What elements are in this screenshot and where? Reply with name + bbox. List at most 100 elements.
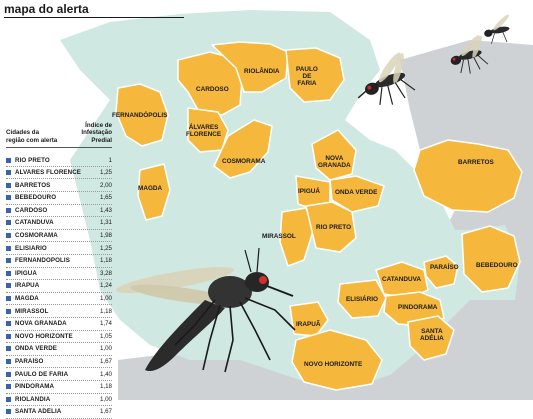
legend-square-icon <box>6 359 11 365</box>
legend-square-icon <box>6 220 11 226</box>
legend-column-index: Índice de Infestação Predial <box>81 122 112 144</box>
map-city-elisiario <box>337 279 387 319</box>
legend-square-icon <box>6 245 11 251</box>
legend-index-value: 1,31 <box>99 219 112 227</box>
legend-square-icon <box>6 258 11 264</box>
legend-city-name: RIO PRETO <box>15 156 50 164</box>
city-label-cardoso: CARDOSO <box>196 86 229 93</box>
legend-rows: RIO PRETO 1 ÁLVARES FLORENCE 1,25 BARRETOS 2,… <box>6 154 112 419</box>
legend-square-icon <box>6 170 11 176</box>
legend-city-name: IRAPUÃ <box>15 282 40 290</box>
legend-index-value: 3,28 <box>99 269 112 277</box>
region-map <box>60 10 533 400</box>
legend-index-value: 1,25 <box>99 244 112 252</box>
legend-city-name: PINDORAMA <box>15 383 55 391</box>
legend-square-icon <box>6 195 11 201</box>
city-label-line: SANTA <box>421 328 443 335</box>
legend-row: PAULO DE FARIA 1,40 <box>6 368 112 381</box>
city-label-barretos: BARRETOS <box>458 159 494 166</box>
legend-index-value: 1,18 <box>99 257 112 265</box>
map-city-cardoso <box>177 51 243 116</box>
city-label-elisiario: ELISIÁRIO <box>346 296 378 303</box>
city-label-line: NOVA <box>325 155 344 162</box>
legend-city-name: CARDOSO <box>15 206 48 214</box>
city-label-line: ADÉLIA <box>420 335 444 343</box>
map-city-magda <box>137 163 171 221</box>
mosquito-icon <box>450 35 489 74</box>
legend-row: CATANDUVA 1,31 <box>6 217 112 230</box>
map-city-bebedouro <box>461 225 521 293</box>
mosquito-icon <box>115 247 296 373</box>
legend-row: SANTA ADÉLIA 1,67 <box>6 406 112 419</box>
legend-city-name: NOVO HORIZONTE <box>15 332 73 340</box>
city-label-rio-preto: RIO PRETO <box>316 224 352 231</box>
legend-row: ÁLVARES FLORENCE 1,25 <box>6 167 112 180</box>
city-label-line: FARIA <box>297 80 317 88</box>
legend-index-value: 1,40 <box>99 370 112 378</box>
legend-index-value: 1,00 <box>99 395 112 403</box>
legend-index-value: 1,25 <box>99 169 112 177</box>
legend-row: PARAÍSO 1,67 <box>6 356 112 369</box>
legend-row: CARDOSO 1,43 <box>6 205 112 218</box>
legend-index-value: 1,05 <box>99 332 112 340</box>
legend-index-value: 1,18 <box>99 383 112 391</box>
legend-index-value: 1,65 <box>99 194 112 202</box>
map-city-paulo-de-faria <box>285 47 345 103</box>
city-label-line: DE <box>302 73 312 81</box>
map-city-fernandopolis <box>115 83 169 147</box>
map-city-santa-adelia <box>407 315 455 361</box>
legend-square-icon <box>6 409 11 415</box>
legend-square-icon <box>6 321 11 327</box>
city-label-magda: MAGDA <box>138 185 163 192</box>
city-label-ipigua: IPIGUÁ <box>298 188 321 195</box>
legend-square-icon <box>6 396 11 402</box>
legend-city-name: FERNANDÓPOLIS <box>15 257 70 265</box>
legend-index-value: 1,74 <box>99 320 112 328</box>
legend-row: NOVO HORIZONTE 1,05 <box>6 331 112 344</box>
legend-city-name: BARRETOS <box>15 181 51 189</box>
city-label-alvares-florence: ÁLVARES FLORENCE <box>186 124 221 138</box>
city-label-santa-adelia: SANTA ADÉLIA <box>420 328 444 342</box>
legend-city-name: MIRASSOL <box>15 307 49 315</box>
city-label-catanduva: CATANDUVA <box>382 276 422 283</box>
legend-header: Cidades da região com alerta Índice de I… <box>6 122 112 149</box>
legend-square-icon <box>6 270 11 276</box>
legend-city-name: PAULO DE FARIA <box>15 370 69 378</box>
legend-city-name: MAGDA <box>15 295 39 303</box>
city-label-paraiso: PARAÍSO <box>430 264 459 271</box>
legend-city-name: IPIGUÁ <box>15 269 37 277</box>
legend-row: PINDORAMA 1,18 <box>6 381 112 394</box>
legend-square-icon <box>6 182 11 188</box>
legend-city-name: RIOLÂNDIA <box>15 395 51 403</box>
map-infographic: mapa do alerta Cidades da região com ale… <box>4 2 533 419</box>
legend-row: ELISIÁRIO 1,25 <box>6 242 112 255</box>
legend-square-icon <box>6 283 11 289</box>
city-label-cosmorama: COSMORAMA <box>222 158 266 165</box>
city-label-line: PAULO <box>296 66 318 73</box>
city-label-riolandia: RIOLÂNDIA <box>244 68 280 75</box>
legend-row: FERNANDÓPOLIS 1,18 <box>6 255 112 268</box>
city-label-line: FLORENCE <box>186 131 222 139</box>
legend-index-value: 1,24 <box>99 282 112 290</box>
city-label-line: GRANADA <box>318 162 351 170</box>
page-title: mapa do alerta <box>4 2 89 16</box>
city-label-irapua: IRAPUÃ <box>296 321 321 328</box>
legend-index-value: 1 <box>108 156 112 164</box>
title-divider <box>4 17 184 18</box>
legend-row: RIO PRETO 1 <box>6 154 112 167</box>
legend-city-name: ELISIÁRIO <box>15 244 47 252</box>
legend-square-icon <box>6 233 11 239</box>
legend-city-name: PARAÍSO <box>15 358 44 366</box>
legend-square-icon <box>6 333 11 339</box>
legend-square-icon <box>6 207 11 213</box>
legend-city-name: COSMORAMA <box>15 232 58 240</box>
legend-city-name: SANTA ADÉLIA <box>15 408 62 416</box>
legend-column-city: Cidades da região com alerta <box>6 129 58 144</box>
legend-square-icon <box>6 371 11 377</box>
legend-city-name: NOVA GRANADA <box>15 320 67 328</box>
city-label-mirassol: MIRASSOL <box>262 233 296 240</box>
city-label-line: ÁLVARES <box>188 124 219 131</box>
legend-square-icon <box>6 384 11 390</box>
map-city-cosmorama <box>213 119 273 179</box>
legend-index-value: 1,43 <box>99 206 112 214</box>
